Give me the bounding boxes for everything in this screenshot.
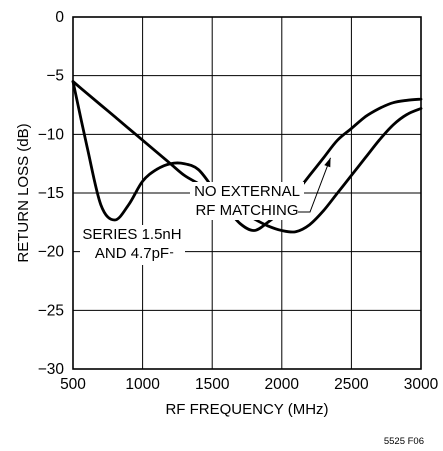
x-tick-label-3: 2000 [265,376,300,393]
figure-id: 5525 F06 [384,436,424,447]
annotation-series-line-2: AND 4.7pF [95,245,169,262]
y-tick-labels: 0 −5 −10 −15 −20 −25 −30 [38,9,65,378]
annotation-no-external-background [190,182,304,220]
y-tick-label-0: 0 [55,9,64,26]
annotation-no-external-leader [298,157,331,213]
annotation-no-external-line-1: NO EXTERNAL [194,183,300,200]
y-tick-label-3: −15 [38,185,64,202]
annotation-series-line-1: SERIES 1.5nH [82,226,181,243]
annotation-no-external-rf-matching: NO EXTERNAL RF MATCHING [190,157,331,220]
x-tick-label-2: 1500 [195,376,230,393]
series-line-1 [71,80,423,232]
y-axis-label: RETURN LOSS (dB) [15,123,32,262]
x-axis-label: RF FREQUENCY (MHz) [165,401,328,418]
x-tick-label-0: 500 [60,376,86,393]
annotation-no-external-arrowhead [324,157,331,168]
x-tick-label-5: 3000 [404,376,439,393]
y-tick-label-5: −25 [38,302,64,319]
y-tick-label-2: −10 [38,126,65,143]
plot-frame [72,16,422,370]
y-tick-label-1: −5 [46,68,64,85]
x-tick-label-1: 1000 [125,376,160,393]
annotation-no-external-line-2: RF MATCHING [195,202,298,219]
x-tick-labels: 500 1000 1500 2000 2500 3000 [60,376,439,393]
y-tick-label-6: −30 [38,361,65,378]
y-tick-label-4: −20 [38,244,65,261]
annotation-series-matching: SERIES 1.5nH AND 4.7pF [80,225,185,265]
annotation-series-background [80,225,185,265]
x-tick-label-4: 2500 [334,376,369,393]
